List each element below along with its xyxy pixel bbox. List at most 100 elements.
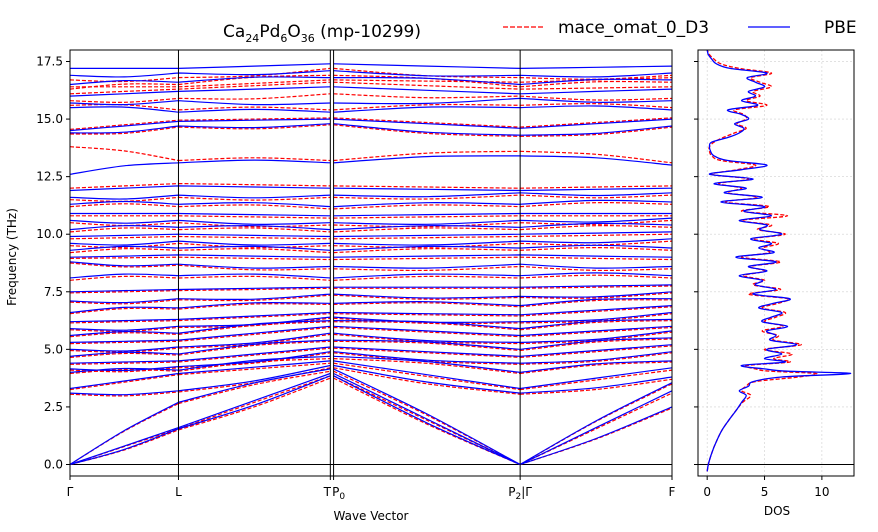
pbe-band-line	[69, 272, 673, 279]
x-axis-label: Wave Vector	[334, 509, 409, 523]
pbe-band-line	[69, 284, 673, 293]
mace-band-line	[69, 233, 673, 240]
mace-band-line	[69, 292, 673, 305]
band-structure-panel: 0.0 2.5 5.0 7.5 10.0 12.5 15.0 17.5 Γ L T P0 P2|Γ F	[36, 49, 676, 502]
legend: mace_omat_0_D3 PBE	[503, 18, 857, 38]
y-tick-label: 15.0	[36, 112, 63, 126]
x-tick-label: T	[323, 485, 332, 499]
dos-plot-frame	[697, 49, 855, 477]
pbe-band-line	[70, 63, 673, 70]
pbe-band-line	[69, 364, 673, 396]
x-tick-label: P0	[332, 485, 345, 502]
pbe-band-line	[69, 311, 673, 331]
pbe-band-line	[69, 254, 673, 258]
pbe-band-line	[70, 212, 672, 217]
mace-band-line	[69, 370, 673, 466]
pbe-band-line	[69, 86, 673, 97]
pbe-band-line	[69, 305, 673, 323]
mace-band-line	[69, 326, 673, 345]
x-tick-label: P2|Γ	[508, 485, 532, 502]
pbe-band-line	[69, 325, 673, 343]
mace-band-line	[69, 117, 673, 130]
pbe-band-line	[69, 231, 673, 238]
mace-band-line	[69, 146, 673, 164]
mace-band-line	[69, 74, 673, 90]
pbe-band-line	[69, 351, 673, 372]
pbe-band-line	[69, 199, 673, 208]
pbe-band-line	[69, 291, 673, 304]
mace-band-line	[69, 225, 673, 233]
x-tick-label: F	[669, 485, 676, 499]
dos-panel: 0 5 10	[694, 49, 855, 499]
y-tick-label: 0.0	[44, 457, 63, 471]
x-tick-label: Γ	[67, 485, 74, 499]
mace-band-line	[69, 103, 673, 111]
pbe-band-line	[69, 355, 673, 373]
legend-pbe-label: PBE	[824, 18, 857, 38]
mace-band-line	[69, 240, 673, 248]
y-tick-label: 7.5	[44, 285, 63, 299]
mace-band-line	[70, 215, 672, 219]
pbe-band-line	[69, 261, 673, 269]
pbe-band-line	[69, 70, 673, 78]
y-tick-label: 5.0	[44, 342, 63, 356]
mace-band-line	[69, 274, 673, 281]
mace-dos-line	[706, 49, 818, 472]
dos-axis-label: DOS	[764, 504, 790, 518]
mace-band-line	[70, 77, 673, 88]
x-tick-label: L	[175, 485, 182, 499]
mace-band-line	[69, 345, 673, 365]
mace-band-line	[69, 320, 673, 338]
pbe-band-line	[69, 244, 673, 251]
pbe-band-line	[69, 360, 673, 390]
mace-band-line	[69, 362, 673, 391]
pbe-band-line	[69, 76, 673, 86]
y-axis-label: Frequency (THz)	[5, 208, 19, 306]
pbe-band-line	[69, 344, 673, 364]
band-plot-frame	[69, 49, 673, 477]
dos-x-tick-label: 10	[814, 485, 829, 499]
pbe-band-line	[69, 238, 673, 246]
pbe-band-line	[69, 155, 673, 175]
mace-band-line	[69, 367, 673, 397]
mace-band-line	[69, 306, 673, 324]
mace-band-line	[69, 358, 673, 375]
y-tick-label: 10.0	[36, 227, 63, 241]
chart-title: Ca24Pd6O36 (mp-10299)	[223, 22, 421, 45]
pbe-band-line	[69, 217, 673, 225]
pbe-band-line	[69, 192, 673, 200]
mace-band-line	[69, 256, 673, 261]
mace-band-line	[69, 338, 673, 358]
dos-x-tick-label: 5	[761, 485, 769, 499]
y-tick-label: 12.5	[36, 170, 63, 184]
mace-band-line	[69, 67, 673, 83]
pbe-band-line	[69, 298, 673, 314]
pbe-band-line	[69, 105, 673, 113]
pbe-band-line	[69, 222, 673, 231]
mace-band-line	[69, 93, 673, 103]
mace-band-line	[69, 124, 673, 137]
pbe-dos-line	[706, 49, 852, 472]
pbe-band-line	[69, 375, 673, 466]
legend-mace-label: mace_omat_0_D3	[558, 18, 709, 38]
mace-band-line	[69, 352, 673, 373]
mace-band-line	[69, 299, 673, 315]
pbe-band-line	[69, 185, 673, 192]
pbe-band-line	[69, 337, 673, 357]
mace-band-line	[69, 202, 673, 210]
y-tick-label: 2.5	[44, 400, 63, 414]
mace-band-line	[69, 262, 673, 272]
pbe-band-line	[69, 97, 673, 106]
mace-band-line	[69, 285, 673, 294]
pbe-band-line	[69, 372, 673, 466]
pbe-band-line	[69, 118, 673, 132]
pbe-band-line	[69, 368, 673, 466]
pbe-band-line	[69, 123, 673, 136]
y-tick-label: 17.5	[36, 55, 63, 69]
mace-band-line	[69, 81, 673, 95]
dos-x-tick-label: 0	[703, 485, 711, 499]
mace-band-line	[69, 246, 673, 254]
pbe-band-line	[69, 330, 673, 352]
mace-band-line	[69, 183, 673, 189]
